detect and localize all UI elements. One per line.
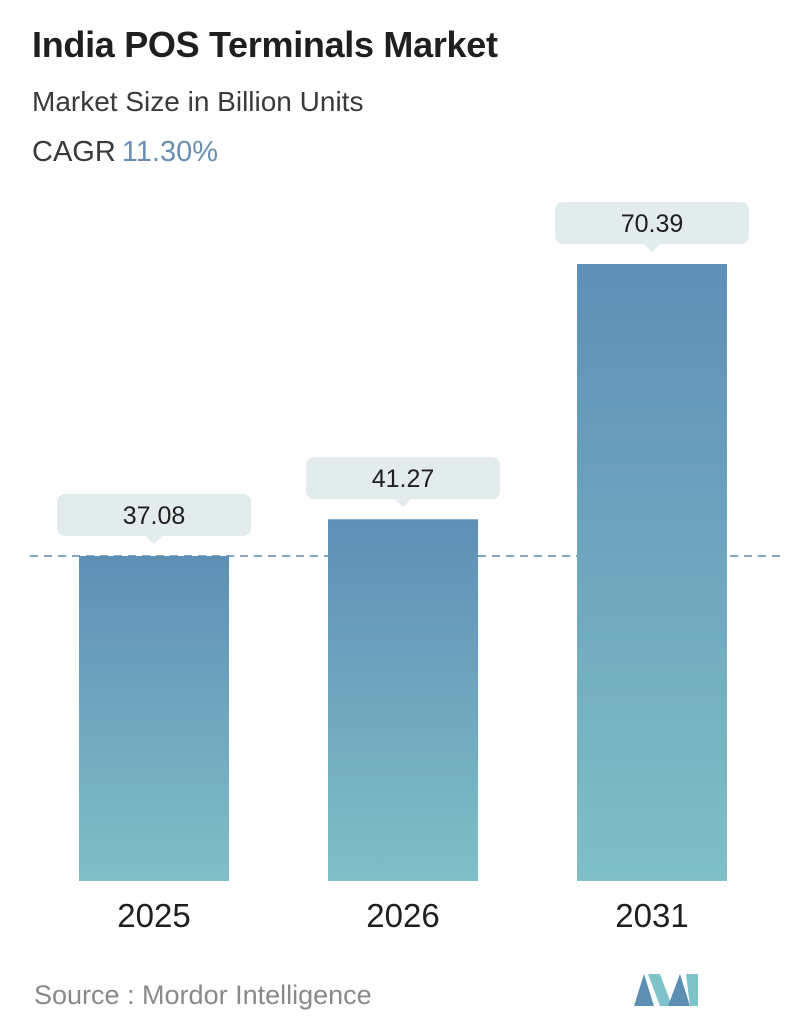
chart-subtitle: Market Size in Billion Units [32, 86, 364, 117]
bar-chart: 37.08 2025 41.27 2026 70.39 2031 [30, 202, 786, 934]
cagr-label: CAGR [32, 136, 116, 168]
value-label-bubble [306, 457, 500, 500]
source-credit: Source : Mordor Intelligence [34, 980, 372, 1010]
bar-2025 [79, 555, 229, 881]
x-tick-label: 2026 [366, 897, 439, 934]
cagr-value: 11.30% [121, 136, 219, 168]
value-label-pointer [146, 535, 162, 544]
cagr: CAGR 11.30% [32, 136, 218, 169]
bar-2031 [577, 264, 727, 881]
value-label-pointer [644, 244, 660, 252]
value-label-bubble [555, 202, 749, 244]
value-label-bubble [57, 493, 251, 536]
data-label: 70.39 [621, 210, 684, 238]
x-tick-label: 2025 [117, 897, 190, 934]
x-tick-label: 2031 [615, 897, 688, 934]
data-label: 37.08 [123, 502, 186, 530]
mordor-intelligence-logo-icon [634, 974, 698, 1006]
chart-title: India POS Terminals Market [32, 24, 498, 65]
data-label: 41.27 [372, 465, 435, 493]
value-label-pointer [395, 499, 411, 508]
bar-2026 [328, 519, 478, 881]
